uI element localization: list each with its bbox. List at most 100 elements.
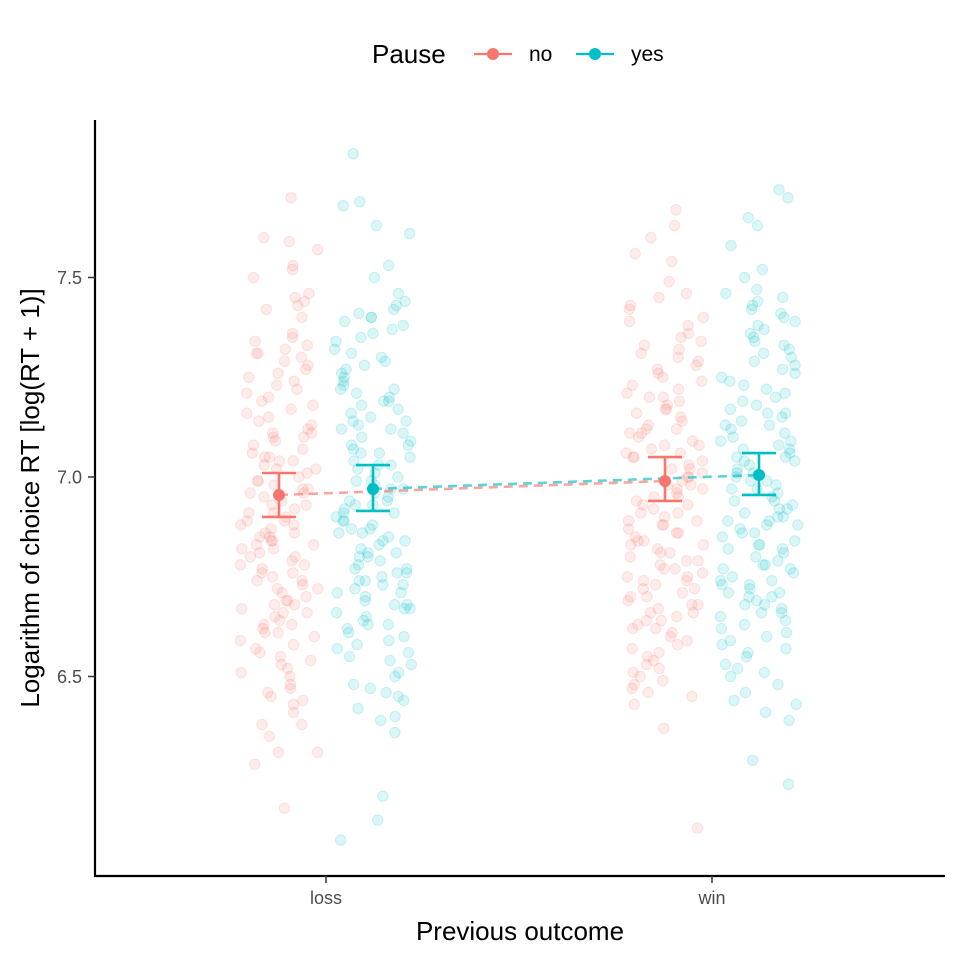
raw-point-loss-yes (357, 614, 370, 627)
raw-point-loss-no (278, 355, 291, 367)
raw-point-win-yes (763, 515, 775, 527)
legend-item-yes: yes (576, 43, 664, 66)
raw-point-loss-no (234, 559, 247, 571)
raw-point-loss-yes (349, 563, 361, 575)
raw-point-win-yes (725, 423, 737, 435)
raw-point-loss-yes (402, 646, 415, 659)
raw-point-loss-yes (338, 371, 350, 383)
raw-point-loss-yes (381, 495, 393, 507)
y-tick-label: 7.0 (57, 468, 82, 488)
raw-point-loss-yes (353, 307, 365, 320)
raw-point-win-yes (777, 511, 789, 523)
raw-point-win-yes (759, 706, 772, 719)
raw-point-win-yes (746, 299, 759, 312)
raw-point-loss-no (282, 595, 294, 607)
raw-point-win-yes (773, 184, 785, 196)
raw-point-loss-no (287, 455, 299, 467)
raw-point-win-no (628, 678, 640, 691)
raw-point-loss-yes (370, 219, 383, 232)
raw-point-loss-yes (382, 259, 395, 272)
raw-point-loss-no (288, 375, 300, 387)
raw-point-loss-no (285, 192, 297, 204)
raw-point-win-yes (724, 634, 737, 647)
raw-point-loss-yes (399, 535, 411, 547)
raw-point-win-no (693, 439, 705, 451)
raw-point-win-yes (743, 579, 756, 591)
raw-point-win-yes (747, 331, 760, 344)
raw-point-loss-yes (397, 579, 409, 591)
raw-point-win-yes (725, 483, 738, 495)
raw-point-win-no (690, 359, 702, 371)
raw-point-loss-yes (347, 148, 359, 160)
raw-point-loss-yes (337, 200, 349, 212)
raw-point-loss-no (250, 347, 262, 359)
raw-point-win-yes (715, 622, 728, 635)
raw-point-win-yes (792, 519, 804, 531)
raw-point-win-no (680, 287, 693, 300)
raw-point-loss-yes (372, 814, 384, 826)
raw-point-win-no (622, 523, 635, 535)
raw-point-win-no (692, 355, 705, 367)
x-axis-title: Previous outcome (416, 916, 624, 946)
raw-point-win-no (637, 583, 649, 595)
raw-point-win-no (635, 427, 648, 439)
raw-point-loss-yes (373, 539, 385, 551)
raw-point-loss-yes (341, 622, 354, 635)
raw-point-loss-yes (335, 834, 347, 846)
raw-point-loss-no (269, 435, 282, 447)
raw-point-win-no (682, 327, 695, 340)
raw-point-loss-no (268, 479, 280, 491)
raw-point-win-no (686, 435, 699, 447)
raw-point-win-yes (722, 515, 734, 527)
x-tick-label-win: win (697, 888, 725, 908)
raw-point-loss-no (271, 583, 284, 595)
raw-point-loss-yes (328, 343, 341, 355)
raw-point-loss-yes (390, 547, 402, 559)
raw-point-loss-no (298, 559, 311, 571)
legend-title: Pause (372, 39, 446, 69)
raw-point-loss-yes (379, 355, 391, 367)
raw-point-win-yes (777, 291, 789, 304)
raw-point-win-yes (776, 411, 788, 423)
mean-point-loss-yes (367, 482, 379, 495)
raw-point-win-yes (775, 607, 788, 619)
raw-point-win-yes (772, 678, 784, 691)
raw-point-loss-no (302, 423, 314, 435)
raw-point-loss-yes (384, 654, 396, 667)
raw-point-loss-no (301, 467, 313, 479)
raw-point-loss-yes (343, 650, 356, 663)
raw-point-loss-yes (392, 471, 404, 483)
raw-point-win-no (632, 535, 644, 547)
raw-point-loss-no (301, 607, 313, 619)
raw-point-win-yes (743, 459, 756, 471)
raw-point-win-yes (719, 419, 731, 431)
raw-point-win-yes (789, 359, 801, 371)
raw-point-win-yes (744, 327, 756, 340)
raw-point-win-no (675, 411, 687, 423)
mean-point-loss-no (273, 488, 285, 501)
raw-point-win-yes (778, 547, 790, 559)
raw-point-loss-yes (337, 507, 350, 519)
legend-label-yes: yes (631, 43, 664, 66)
raw-point-loss-yes (389, 670, 401, 683)
raw-point-win-yes (714, 435, 727, 447)
y-axis-title: Logarithm of choice RT [log(RT + 1)] (15, 288, 45, 707)
raw-point-loss-no (259, 527, 271, 539)
raw-point-loss-no (241, 515, 253, 527)
raw-point-win-no (655, 547, 667, 559)
raw-point-loss-no (268, 599, 281, 611)
raw-point-loss-no (263, 730, 276, 743)
raw-point-loss-yes (345, 439, 358, 451)
raw-point-win-no (682, 499, 694, 511)
raw-point-win-no (621, 387, 633, 399)
raw-point-loss-no (250, 642, 262, 655)
raw-point-loss-no (272, 746, 285, 758)
raw-point-win-no (622, 595, 634, 607)
raw-point-win-no (654, 559, 666, 571)
raw-point-win-yes (750, 551, 762, 563)
raw-point-win-yes (786, 499, 799, 511)
raw-point-win-no (650, 622, 662, 635)
raw-point-win-no (648, 503, 660, 515)
raw-point-loss-yes (382, 531, 395, 543)
